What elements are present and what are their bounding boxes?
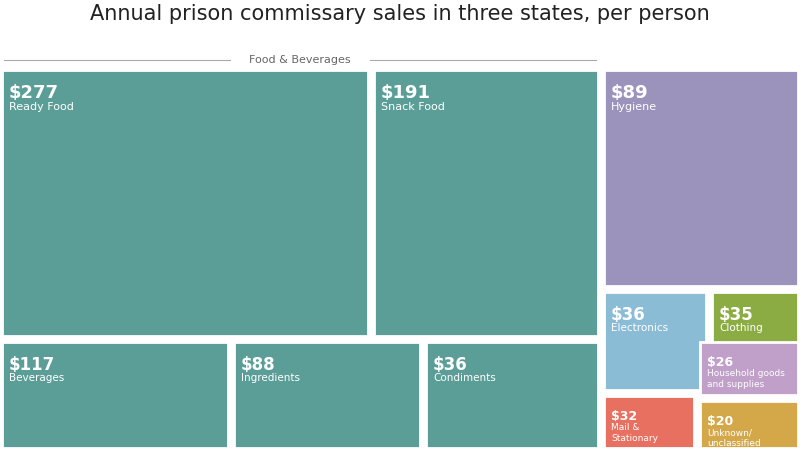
Text: Food & Beverages: Food & Beverages <box>249 55 351 65</box>
Text: Electronics: Electronics <box>611 323 668 333</box>
Bar <box>700 401 798 448</box>
Text: Hygiene: Hygiene <box>611 102 657 112</box>
Text: Clothing: Clothing <box>719 323 762 333</box>
Text: $117: $117 <box>9 356 55 374</box>
Text: $89: $89 <box>611 84 649 102</box>
Text: Snack Food: Snack Food <box>381 102 445 112</box>
Bar <box>2 70 368 336</box>
Text: $35: $35 <box>719 306 754 324</box>
Bar <box>700 342 798 395</box>
Text: $88: $88 <box>241 356 276 374</box>
Text: Ingredients: Ingredients <box>241 373 300 383</box>
Text: $26: $26 <box>707 356 733 369</box>
Text: $36: $36 <box>611 306 646 324</box>
Bar <box>374 70 598 336</box>
Bar <box>2 342 228 448</box>
Bar <box>712 292 798 390</box>
Text: Ready Food: Ready Food <box>9 102 74 112</box>
Bar <box>604 70 798 286</box>
Text: Condiments: Condiments <box>433 373 496 383</box>
Text: $277: $277 <box>9 84 59 102</box>
Text: $191: $191 <box>381 84 431 102</box>
Text: Household goods
and supplies: Household goods and supplies <box>707 369 785 389</box>
Text: $36: $36 <box>433 356 468 374</box>
Text: $32: $32 <box>611 410 637 423</box>
Text: Unknown/
unclassified: Unknown/ unclassified <box>707 428 761 448</box>
Text: Beverages: Beverages <box>9 373 64 383</box>
Bar <box>604 396 694 448</box>
Text: Annual prison commissary sales in three states, per person: Annual prison commissary sales in three … <box>90 4 710 24</box>
Bar <box>426 342 598 448</box>
Bar <box>604 292 706 390</box>
Bar <box>234 342 420 448</box>
Text: Mail &
Stationary: Mail & Stationary <box>611 423 658 443</box>
Text: $20: $20 <box>707 415 734 428</box>
